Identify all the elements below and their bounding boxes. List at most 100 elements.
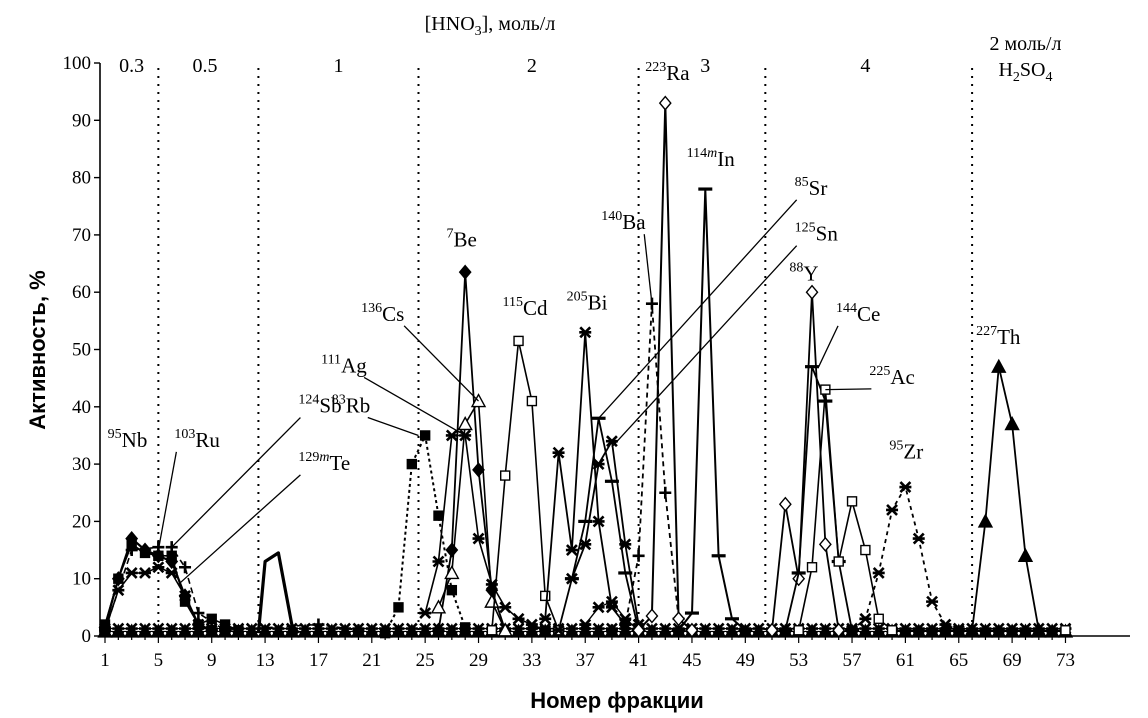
series-point-21-5 [1031,622,1047,637]
x-tick-label-45: 45 [682,650,701,671]
baseline-point-1-24 [405,622,418,635]
x-tick-label-25: 25 [416,650,435,671]
series-point-7-2 [445,429,458,442]
series-point-3-3 [139,567,152,579]
isotope-label-text-15: 88Y [789,261,818,286]
series-point-3-5 [165,567,178,579]
series-line-4 [256,551,300,635]
series-point-17-5 [832,622,846,638]
y-tick-label-0: 0 [82,626,92,647]
data-series [97,95,1074,639]
baseline-point-1-23 [392,622,405,635]
y-axis-title: Активность, % [25,270,50,429]
series-point-21-1 [977,513,994,528]
baseline-point-1-21 [365,622,378,635]
series-point-10-2 [565,544,578,556]
series-point-20-6 [926,595,939,608]
x-tick-label-9: 9 [207,650,217,671]
series-point-20-0 [846,624,859,637]
series-point-10-4 [592,515,605,528]
baseline-point-1-6 [165,622,178,635]
region-label-3: 3 [700,55,710,77]
series-point-20-1 [859,612,872,625]
series-point-10-3 [579,326,592,339]
baseline-point-1-68 [992,622,1005,635]
baseline-point-1-7 [179,622,192,635]
series-point-2-6 [219,624,232,637]
series-line-16 [677,188,746,632]
x-tick-label-49: 49 [736,650,755,671]
series-point-3-0 [99,624,111,637]
series-line-17 [771,291,840,631]
series-point-13-1 [592,601,605,614]
isotope-label-text-10: 140Ba [601,209,646,234]
isotope-pointer-4 [367,416,419,437]
isotope-label-text-12: 114mIn [687,146,736,171]
series-point-21-3 [1004,416,1020,431]
series-point-21-2 [991,358,1007,373]
series-line-10 [544,331,627,626]
isotope-label-text-7: 7Be [447,226,477,251]
series-point-5-6 [459,622,471,633]
x-tick-label-41: 41 [629,650,648,671]
series-point-19-7 [886,625,898,636]
y-tick-label-80: 80 [72,168,91,189]
isotope-label-text-9: 205Bi [567,289,608,314]
isotope-label-15: 88Y [789,261,818,286]
series-line-2 [104,546,359,632]
baseline-point-1-50 [752,622,765,635]
x-tick-label-1: 1 [100,650,110,671]
isotope-label-2: 124Sb [171,393,342,548]
isotope-label-19: 227Th [976,324,1021,349]
series-point-7-1 [432,555,445,568]
series-point-2-4 [179,561,192,574]
series-14 [605,297,685,637]
region-label-h2so4-line2: H2SO4 [998,59,1052,85]
series-point-15-2 [658,95,672,111]
baseline-point-1-25 [419,622,432,635]
baseline-point-1-55 [819,622,832,635]
series-point-14-2 [632,549,645,562]
baseline-point-1-36 [565,622,578,635]
y-tick-label-30: 30 [72,454,91,475]
baseline-point-1-58 [859,622,872,635]
baseline-point-1-67 [979,622,992,635]
isotope-label-4: 83Rb [332,393,419,437]
series-point-6-2 [458,264,472,280]
series-point-9-4 [540,590,551,602]
series-point-14-4 [659,486,672,499]
isotope-label-18: 95Zr [889,438,923,463]
isotope-label-text-18: 95Zr [889,438,923,463]
series-line-18 [784,365,853,631]
series-19 [793,384,1071,636]
series-point-13-0 [579,618,592,631]
region-label-0.5: 0.5 [193,55,218,77]
series-point-2-5 [192,607,205,620]
isotope-label-text-5: 111Ag [321,352,367,377]
series-point-17-4 [818,536,832,552]
x-tick-label-5: 5 [154,650,164,671]
series-9 [486,335,564,636]
x-tick-label-69: 69 [1003,650,1022,671]
baseline-point-1-47 [712,622,725,635]
series-point-3-6 [179,589,192,602]
series-point-8-2 [457,416,473,431]
series-point-20-3 [886,504,899,516]
isotope-pointer-10 [643,234,653,304]
baseline-point-1-62 [912,622,925,635]
isotope-pointer-3 [177,474,301,585]
series-20 [846,481,965,637]
series-point-5-0 [379,627,391,639]
series-point-19-4 [846,496,858,507]
series-point-7-4 [472,532,485,545]
series-point-1-3 [139,547,151,559]
baseline-point-1-27 [445,622,458,635]
baseline-point-1-72 [1046,622,1059,635]
series-point-19-1 [806,562,818,573]
series-point-10-0 [539,612,552,625]
isotope-label-5: 111Ag [321,352,466,437]
isotope-label-text-2: 124Sb [298,393,341,418]
isotope-label-text-13: 85Sr [795,175,828,200]
baseline-point-1-54 [806,622,819,635]
series-point-20-5 [912,532,925,545]
